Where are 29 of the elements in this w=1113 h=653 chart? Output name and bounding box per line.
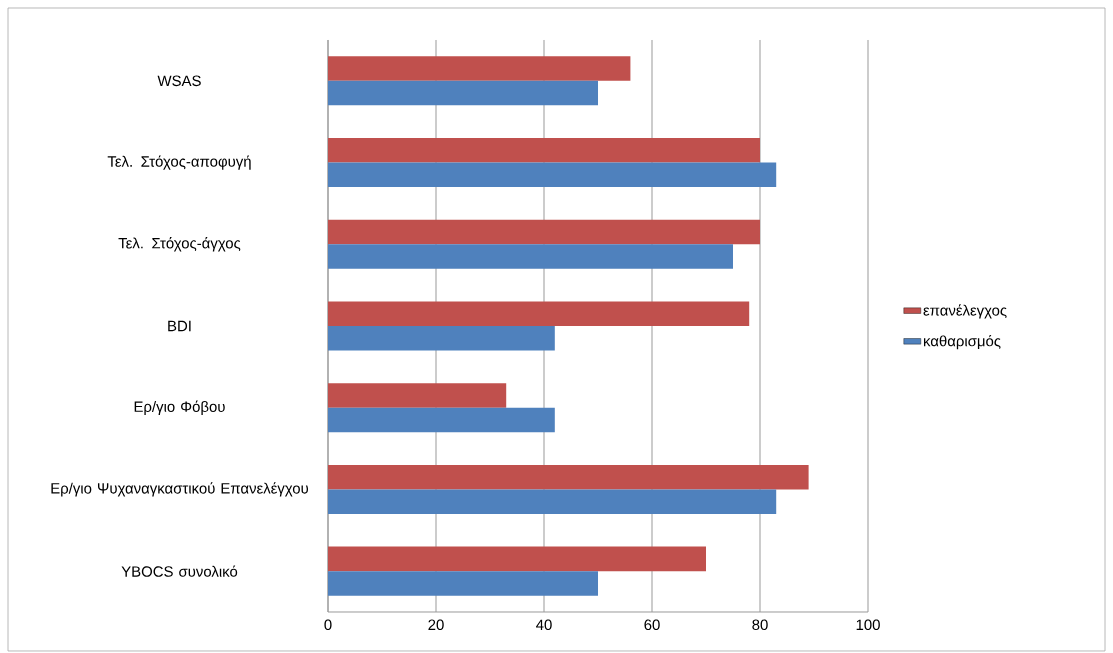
bar — [328, 546, 707, 572]
bar — [328, 80, 599, 106]
bar — [328, 219, 761, 245]
bar — [328, 162, 777, 188]
legend-label: επανέλεγχος — [923, 304, 1007, 319]
bar — [328, 325, 555, 351]
bar — [328, 407, 555, 433]
bar — [328, 138, 761, 163]
x-tick-label: 0 — [324, 619, 332, 631]
bar — [328, 383, 507, 408]
y-tick-label: Τελ. Στόχος-άγχος — [118, 237, 241, 252]
bar — [328, 464, 809, 490]
y-tick-label: Τελ. Στόχος-αποφυγή — [107, 155, 251, 170]
legend-label: καθαρισμός — [923, 334, 1001, 350]
y-tick-label: Ερ/γιο Φόβου — [134, 400, 225, 415]
x-tick-label: 40 — [536, 619, 552, 631]
y-tick-label: BDI — [168, 320, 191, 332]
x-tick-label: 60 — [644, 619, 660, 631]
y-tick-label: YBOCS συνολικό — [121, 565, 238, 577]
x-tick-label: 80 — [752, 619, 768, 631]
bar — [328, 301, 750, 326]
x-tick-label: 100 — [856, 619, 880, 631]
bar — [328, 571, 599, 596]
y-tick-label: Ερ/γιο Ψυχαναγκαστικού Επανελέγχου — [51, 482, 309, 497]
bar — [328, 489, 777, 514]
x-tick-label: 20 — [428, 619, 444, 631]
bar — [328, 244, 734, 269]
y-tick-label: WSAS — [157, 75, 201, 87]
bar — [328, 56, 631, 81]
